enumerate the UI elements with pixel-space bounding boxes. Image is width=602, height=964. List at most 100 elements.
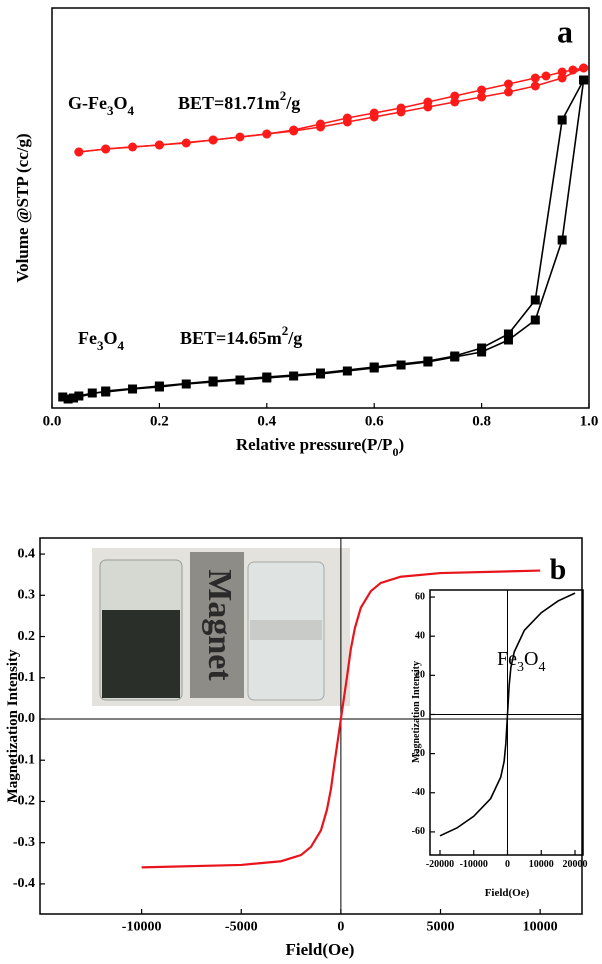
marker [557, 115, 567, 125]
marker [262, 372, 272, 382]
text-part: Magnetization Intensity [411, 661, 422, 763]
y-tick-label: 0.2 [18, 629, 36, 644]
marker [87, 388, 97, 398]
marker [101, 144, 111, 154]
marker [289, 371, 299, 381]
y-tick-label: -0.1 [13, 752, 35, 767]
x-tick-label: 0.6 [365, 414, 384, 430]
text-part: BET=14.65m [180, 328, 282, 348]
x-tick-label: 20000 [563, 859, 588, 870]
annotation: BET=81.71m2/g [178, 88, 300, 113]
y-tick-label: -60 [412, 826, 425, 837]
plot-frame [51, 7, 590, 409]
marker [477, 343, 487, 353]
text-part: 4 [128, 103, 135, 118]
x-tick-label: 1.0 [580, 414, 599, 430]
text-part: Volume @STP (cc/g) [13, 133, 32, 282]
y-tick-label: -40 [412, 787, 425, 798]
marker [235, 375, 245, 385]
x-tick-label: 0.0 [43, 414, 62, 430]
marker [74, 391, 84, 401]
marker [262, 129, 272, 139]
y-tick-label: -0.4 [13, 876, 35, 891]
x-tick-label: 0.2 [150, 414, 169, 430]
y-axis-label: Magnetization Intensity [5, 649, 21, 802]
marker [396, 103, 406, 113]
clear-liquid [250, 620, 322, 640]
magnet-bar [190, 552, 244, 698]
x-tick-label: 0 [505, 859, 510, 870]
marker [557, 235, 567, 245]
panel-label: a [557, 13, 573, 49]
marker [579, 75, 589, 85]
x-tick-label: -10000 [122, 920, 162, 935]
marker [503, 329, 513, 339]
text-part: 4 [538, 660, 545, 675]
annotation: Fe3O4 [78, 328, 125, 353]
text-part: Fe [78, 328, 97, 348]
series-line [73, 79, 585, 399]
text-part: 0 [392, 445, 398, 459]
marker [342, 113, 352, 123]
text-part: 3 [107, 103, 114, 118]
marker [74, 147, 84, 157]
plot-frame [39, 537, 583, 915]
y-tick-label: -0.3 [13, 835, 35, 850]
marker [369, 362, 379, 372]
marker [68, 393, 78, 403]
marker [58, 392, 68, 402]
y-tick-label: 40 [415, 630, 425, 641]
marker [316, 119, 325, 129]
x-tick-label: 10000 [529, 859, 554, 870]
y-tick-label: -0.2 [13, 794, 35, 809]
marker [503, 335, 513, 345]
text-part: O [524, 648, 538, 670]
marker [503, 79, 513, 89]
series-line [439, 592, 576, 837]
y-tick-label: 0.4 [18, 546, 36, 561]
y-axis-label: Magnetization Intensity [411, 661, 422, 763]
marker [450, 91, 460, 101]
y-tick-label: -20 [412, 748, 425, 759]
text-part: ) [398, 435, 404, 454]
y-tick-label: 0.3 [18, 588, 36, 603]
panel-label: b [550, 553, 567, 586]
marker [541, 71, 551, 81]
marker [63, 394, 73, 404]
text-part: O [113, 93, 127, 113]
marker [289, 125, 299, 135]
x-tick-label: 5000 [427, 920, 455, 935]
x-tick-label: -10000 [460, 859, 488, 870]
series-line [141, 569, 541, 869]
marker [101, 386, 111, 396]
x-tick-label: -20000 [426, 859, 454, 870]
marker [369, 108, 379, 118]
marker [423, 97, 433, 107]
y-axis-label: Volume @STP (cc/g) [13, 133, 32, 282]
x-tick-label: -5000 [225, 920, 258, 935]
x-axis-label: Field(Oe) [485, 887, 530, 899]
marker [530, 73, 540, 83]
text-part: 2 [282, 323, 289, 338]
y-tick-label: 20 [415, 670, 425, 681]
marker [530, 81, 540, 91]
text-part: BET=81.71m [178, 93, 280, 113]
y-tick-label: 0.0 [18, 711, 36, 726]
text-part: 3 [97, 338, 104, 353]
marker [557, 67, 567, 77]
x-tick-label: 10000 [523, 920, 558, 935]
annotation: Fe3O4 [497, 648, 545, 675]
plot-frame [429, 589, 584, 856]
text-part: Field(Oe) [485, 887, 530, 899]
text-part: 4 [118, 338, 125, 353]
text-part: 2 [280, 88, 287, 103]
text-part: Relative pressure(P/P [236, 435, 393, 454]
marker [450, 351, 460, 361]
marker [503, 87, 513, 97]
text-part: O [103, 328, 117, 348]
marker [423, 356, 433, 366]
text-part: Field(Oe) [286, 940, 355, 959]
marker [477, 85, 487, 95]
marker [579, 63, 589, 73]
